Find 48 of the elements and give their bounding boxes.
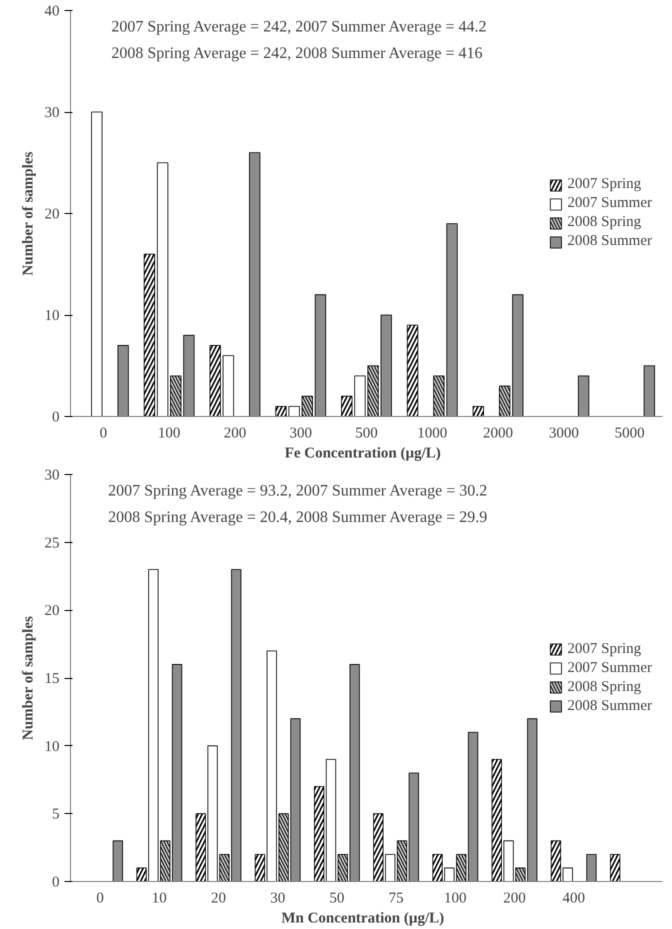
y-tick-label: 10 xyxy=(44,308,60,324)
x-tick-label: 100 xyxy=(444,890,467,906)
y-tick-label: 15 xyxy=(44,671,60,687)
y-tick-label: 30 xyxy=(44,105,60,121)
bar xyxy=(354,376,366,416)
y-axis-title: Number of samples xyxy=(20,152,36,276)
legend-label: 2007 Spring xyxy=(567,640,642,658)
legend-label: 2008 Summer xyxy=(567,698,652,714)
y-tick-label: 20 xyxy=(44,206,60,222)
x-tick-label: 50 xyxy=(329,890,344,906)
y-tick-label: 10 xyxy=(44,738,60,755)
y-tick-label: 40 xyxy=(44,4,60,20)
y-tick-label: 20 xyxy=(44,603,60,620)
x-tick-label: 200 xyxy=(224,426,246,442)
y-tick-label: 30 xyxy=(44,468,60,484)
annotation: 2007 Spring Average = 242, 2007 Summer Average = 44.2 xyxy=(111,18,487,36)
x-tick-label: 300 xyxy=(289,426,312,442)
x-tick-label: 1000 xyxy=(417,426,448,442)
x-tick-label: 30 xyxy=(270,890,286,906)
y-axis-title: Number of samples xyxy=(20,616,36,740)
x-tick-label: 3000 xyxy=(548,426,579,442)
legend-label: 2007 Spring xyxy=(567,176,642,193)
x-tick-label: 2000 xyxy=(483,426,514,442)
legend-label: 2008 Summer xyxy=(567,233,652,250)
x-tick-label: 0 xyxy=(100,426,108,442)
annotation: 2008 Spring Average = 242, 2008 Summer Average = 416 xyxy=(111,45,483,62)
x-tick-label: 10 xyxy=(152,890,167,906)
y-tick-label: 0 xyxy=(52,410,60,426)
y-tick-label: 0 xyxy=(52,874,60,890)
x-tick-label: 400 xyxy=(562,890,585,906)
y-tick-label: 5 xyxy=(52,806,60,823)
legend-label: 2008 Spring xyxy=(567,214,642,231)
x-tick-label: 500 xyxy=(355,426,378,442)
x-axis-title: Mn Concentration (µg/L) xyxy=(281,910,444,926)
x-tick-label: 75 xyxy=(388,890,404,906)
legend-label: 2007 Summer xyxy=(567,660,652,676)
legend-label: 2007 Summer xyxy=(567,195,652,212)
bar xyxy=(91,112,102,416)
annotation: 2008 Spring Average = 20.4, 2008 Summer Average = 29.9 xyxy=(108,509,488,526)
x-tick-label: 20 xyxy=(211,890,226,906)
x-tick-label: 100 xyxy=(158,426,180,442)
x-tick-label: 0 xyxy=(96,890,104,906)
y-tick-label: 25 xyxy=(44,535,60,552)
x-axis-title: Fe Concentration (µg/L) xyxy=(284,446,441,462)
legend-label: 2008 Spring xyxy=(567,678,642,696)
x-tick-label: 5000 xyxy=(614,426,645,442)
annotation: 2007 Spring Average = 93.2, 2007 Summer Average = 30.2 xyxy=(108,482,488,500)
x-tick-label: 200 xyxy=(503,890,526,906)
